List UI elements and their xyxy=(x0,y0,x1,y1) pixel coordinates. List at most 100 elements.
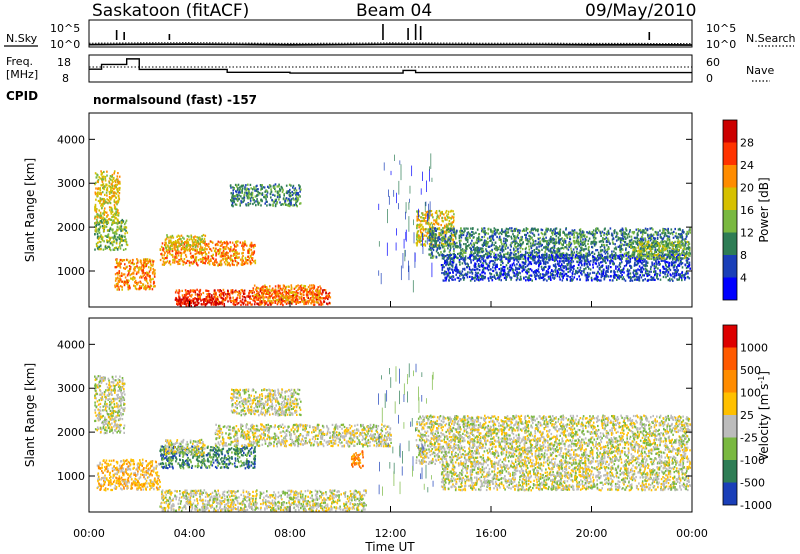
heatmap-cell xyxy=(224,246,226,249)
heatmap-cell xyxy=(462,233,465,237)
heatmap-cell xyxy=(569,270,571,273)
heatmap-cell xyxy=(116,261,118,264)
heatmap-cell xyxy=(241,301,243,304)
heatmap-cell xyxy=(119,278,122,281)
heatmap-cell xyxy=(425,213,427,216)
heatmap-cell xyxy=(94,193,97,196)
heatmap-cell xyxy=(103,207,106,210)
heatmap-cell xyxy=(512,247,515,250)
heatmap-cell xyxy=(431,213,434,216)
heatmap-cell xyxy=(179,245,181,248)
heatmap-cell xyxy=(469,236,471,239)
heatmap-cell xyxy=(246,187,248,190)
heatmap-cell xyxy=(211,300,213,303)
heatmap-cell xyxy=(190,299,193,302)
heatmap-cell xyxy=(423,234,426,237)
heatmap-cell xyxy=(278,185,280,188)
heatmap-cell xyxy=(564,240,567,243)
heatmap-cell xyxy=(546,247,548,250)
heatmap-cell xyxy=(447,237,450,240)
heatmap-cell xyxy=(114,186,116,189)
heatmap-cell xyxy=(257,287,259,290)
heatmap-cell xyxy=(269,291,271,294)
heatmap-cell xyxy=(224,251,227,255)
heatmap-cell xyxy=(182,260,184,263)
heatmap-cell xyxy=(189,300,191,303)
heatmap-cell xyxy=(299,291,302,294)
heatmap-cell xyxy=(563,231,565,234)
heatmap-cell xyxy=(256,194,258,197)
heatmap-cell xyxy=(169,252,171,255)
heatmap-cell xyxy=(685,235,688,238)
heatmap-cell xyxy=(611,232,613,235)
heatmap-cell xyxy=(177,234,180,237)
heatmap-cell xyxy=(476,228,479,231)
heatmap-cell xyxy=(451,233,453,237)
heatmap-cell xyxy=(109,249,112,252)
heatmap-cell xyxy=(243,292,246,295)
heatmap-cell xyxy=(590,251,593,254)
heatmap-cell xyxy=(540,228,543,231)
heatmap-cell xyxy=(595,231,598,234)
heatmap-cell xyxy=(258,297,260,300)
heatmap-cell xyxy=(247,295,250,298)
heatmap-cell xyxy=(318,291,321,294)
heatmap-cell xyxy=(522,228,525,232)
heatmap-cell xyxy=(113,221,116,224)
heatmap-cell xyxy=(190,235,193,238)
heatmap-cell xyxy=(94,207,96,210)
heatmap-cell xyxy=(532,244,534,247)
heatmap-cell xyxy=(435,240,438,243)
heatmap-cell xyxy=(106,245,109,248)
heatmap-cell xyxy=(255,188,258,191)
heatmap-cell xyxy=(529,230,531,234)
heatmap-cell xyxy=(264,285,266,289)
heatmap-cell xyxy=(219,250,221,253)
heatmap-cell xyxy=(327,292,330,296)
heatmap-cell xyxy=(124,221,127,224)
heatmap-cell xyxy=(477,251,480,254)
heatmap-cell xyxy=(250,303,252,306)
heatmap-cell xyxy=(104,221,106,224)
heatmap-cell xyxy=(416,210,418,213)
heatmap-cell xyxy=(571,233,573,236)
heatmap-cell xyxy=(134,287,137,290)
heatmap-cell xyxy=(583,253,585,257)
heatmap-cell xyxy=(219,247,221,250)
heatmap-cell xyxy=(206,293,208,296)
heatmap-cell xyxy=(233,250,236,253)
heatmap-cell xyxy=(231,262,234,265)
heatmap-cell xyxy=(460,249,462,252)
heatmap-cell xyxy=(252,294,255,298)
heatmap-cell xyxy=(267,296,269,299)
heatmap-cell xyxy=(533,244,536,247)
heatmap-cell xyxy=(248,257,251,260)
heatmap-cell xyxy=(295,285,298,288)
heatmap-cell xyxy=(98,235,100,238)
heatmap-cell xyxy=(241,263,243,266)
heatmap-cell xyxy=(173,259,175,262)
heatmap-cell xyxy=(199,240,202,243)
heatmap-cell xyxy=(290,203,292,206)
heatmap-cell xyxy=(185,293,188,296)
heatmap-cell xyxy=(256,297,258,300)
heatmap-cell xyxy=(204,243,206,246)
heatmap-cell xyxy=(281,291,284,294)
heatmap-cell xyxy=(231,195,234,198)
heatmap-cell xyxy=(639,249,641,252)
heatmap-cell xyxy=(644,227,647,230)
heatmap-cell xyxy=(576,253,579,256)
heatmap-cell xyxy=(467,256,469,260)
heatmap-cell xyxy=(187,290,190,293)
heatmap-cell xyxy=(169,240,171,243)
heatmap-cell xyxy=(221,291,223,295)
heatmap-cell xyxy=(229,257,232,260)
heatmap-cell xyxy=(177,261,179,264)
heatmap-cell xyxy=(237,294,239,297)
heatmap-cell xyxy=(505,231,508,234)
heatmap-cell xyxy=(229,250,231,253)
heatmap-cell xyxy=(635,228,638,231)
heatmap-cell xyxy=(426,222,429,225)
heatmap-cell xyxy=(268,184,271,187)
heatmap-cell xyxy=(545,252,548,255)
